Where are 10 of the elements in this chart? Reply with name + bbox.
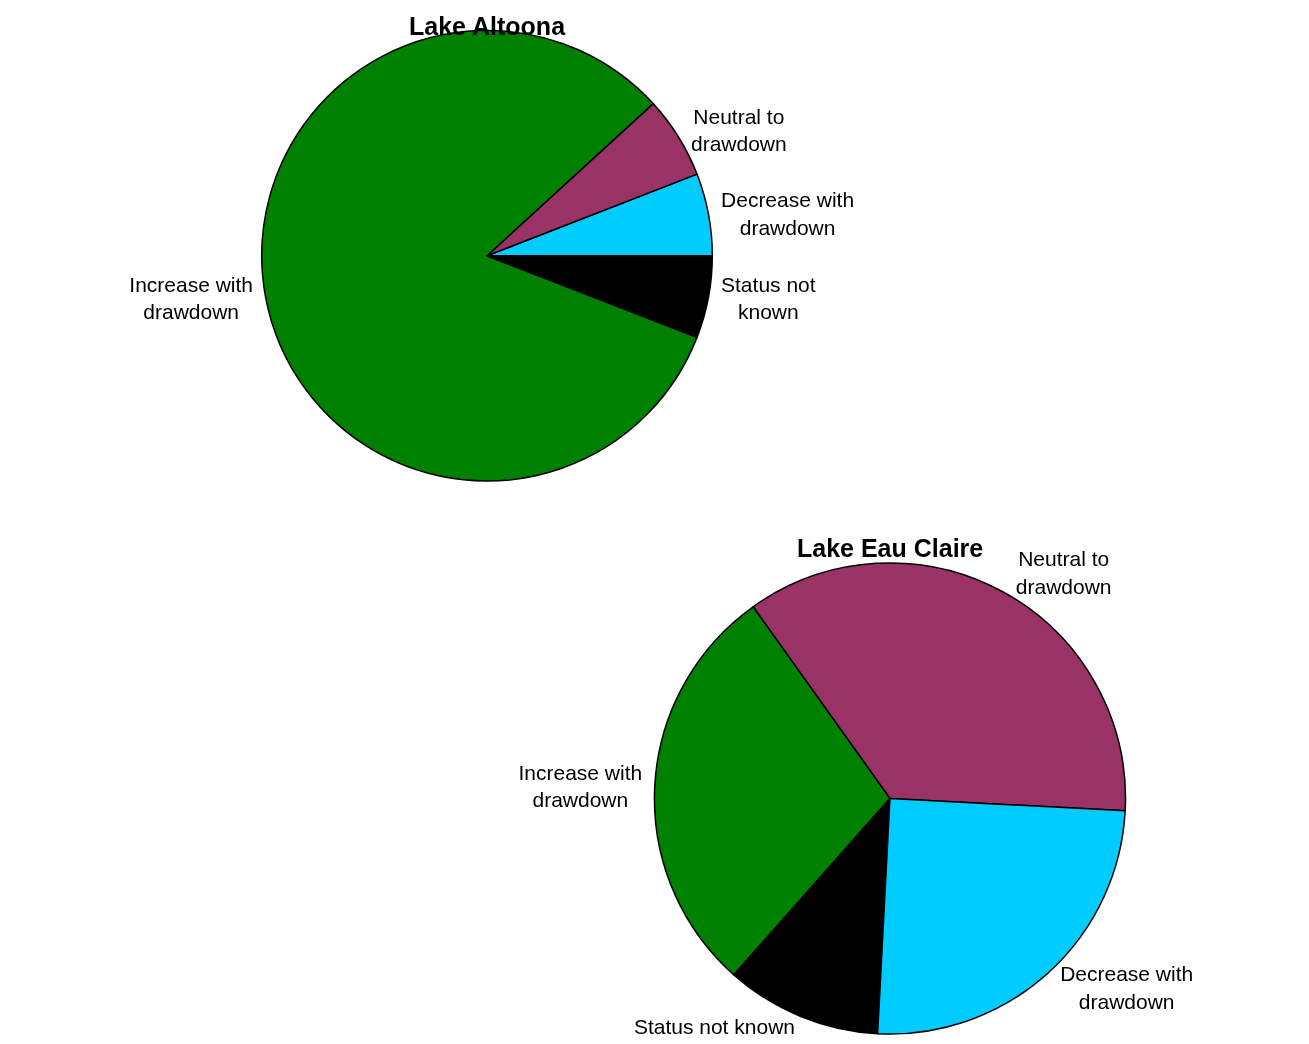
slice-label: Increase with drawdown [518, 760, 643, 812]
slice-label: Neutral to drawdown [690, 104, 787, 155]
slice-label: Decrease with drawdown [721, 188, 855, 239]
slice-label: Increase with drawdown [129, 272, 254, 324]
slice-label: Status not known [721, 272, 816, 324]
slice-label: Status not known [633, 1014, 795, 1038]
slice-label: Neutral to drawdown [1015, 547, 1112, 598]
slice-label: Decrease with drawdown [1060, 962, 1194, 1013]
chart-title: Lake Altoona [409, 12, 567, 40]
chart-title: Lake Eau Claire [797, 534, 984, 562]
